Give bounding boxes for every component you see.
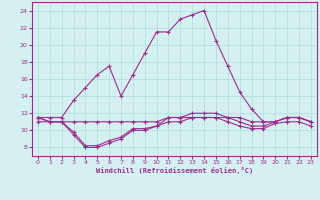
X-axis label: Windchill (Refroidissement éolien,°C): Windchill (Refroidissement éolien,°C)	[96, 167, 253, 174]
